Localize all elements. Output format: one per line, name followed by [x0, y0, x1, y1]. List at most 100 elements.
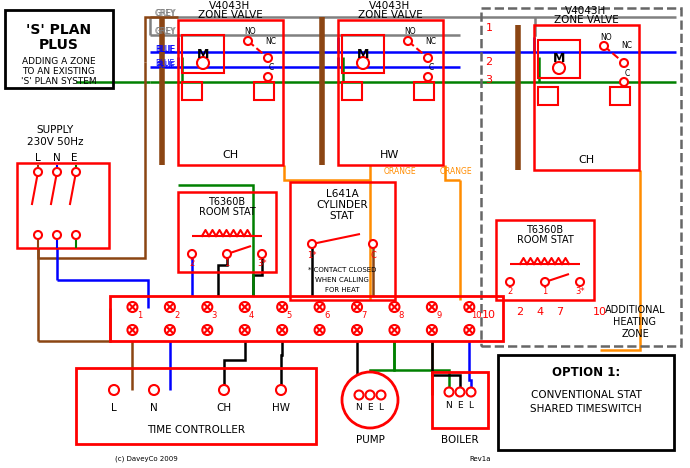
Circle shape	[389, 325, 400, 335]
Text: T6360B: T6360B	[208, 197, 246, 207]
Bar	[496, 220, 594, 300]
Circle shape	[239, 302, 250, 312]
Bar	[290, 182, 395, 300]
Text: E: E	[71, 153, 77, 163]
Text: HW: HW	[272, 403, 290, 413]
Text: ZONE VALVE: ZONE VALVE	[553, 15, 618, 25]
Bar	[342, 82, 362, 100]
Circle shape	[308, 240, 316, 248]
Circle shape	[258, 250, 266, 258]
Text: C: C	[428, 64, 433, 73]
Bar	[17, 163, 109, 248]
Text: PLUS: PLUS	[39, 38, 79, 52]
Text: NC: NC	[266, 37, 277, 45]
Text: BLUE: BLUE	[156, 61, 175, 71]
Bar	[178, 192, 276, 272]
Bar	[538, 87, 558, 105]
Text: 1: 1	[224, 259, 230, 269]
Text: 6: 6	[324, 312, 329, 321]
Circle shape	[128, 325, 137, 335]
Text: SHARED TIMESWITCH: SHARED TIMESWITCH	[530, 404, 642, 414]
Text: GREY: GREY	[156, 28, 177, 37]
Text: BOILER: BOILER	[441, 435, 479, 445]
Text: GREY: GREY	[156, 9, 177, 19]
Text: GREY: GREY	[155, 9, 176, 19]
Circle shape	[109, 385, 119, 395]
Bar	[534, 25, 639, 170]
Circle shape	[355, 390, 364, 400]
Text: 1: 1	[137, 312, 142, 321]
Circle shape	[369, 240, 377, 248]
Bar	[182, 35, 224, 73]
Circle shape	[53, 231, 61, 239]
Circle shape	[424, 54, 432, 62]
Circle shape	[276, 385, 286, 395]
Text: M: M	[197, 47, 209, 60]
Bar	[481, 8, 681, 346]
Circle shape	[541, 278, 549, 286]
Text: 2: 2	[189, 259, 195, 269]
Circle shape	[165, 302, 175, 312]
Text: C: C	[370, 250, 376, 259]
Circle shape	[506, 278, 514, 286]
Text: 4: 4	[536, 307, 544, 317]
Text: ORANGE: ORANGE	[384, 167, 416, 176]
Text: PUMP: PUMP	[355, 435, 384, 445]
Text: CH: CH	[217, 403, 232, 413]
Circle shape	[264, 54, 272, 62]
Circle shape	[352, 302, 362, 312]
Text: T6360B: T6360B	[526, 225, 564, 235]
Circle shape	[128, 302, 137, 312]
Text: NC: NC	[622, 42, 633, 51]
Circle shape	[34, 168, 42, 176]
Circle shape	[72, 231, 80, 239]
Text: ADDING A ZONE: ADDING A ZONE	[22, 58, 96, 66]
Text: 2: 2	[516, 307, 524, 317]
Circle shape	[244, 37, 252, 45]
Text: M: M	[553, 52, 565, 66]
Text: M: M	[357, 47, 369, 60]
Text: BLUE: BLUE	[156, 45, 175, 54]
Text: ZONE VALVE: ZONE VALVE	[357, 10, 422, 20]
Circle shape	[424, 73, 432, 81]
Text: STAT: STAT	[330, 211, 355, 221]
Text: L: L	[35, 153, 41, 163]
Circle shape	[444, 388, 453, 396]
Circle shape	[149, 385, 159, 395]
Text: GREY: GREY	[155, 28, 176, 37]
Circle shape	[239, 325, 250, 335]
Text: WHEN CALLING: WHEN CALLING	[315, 277, 369, 283]
Text: L: L	[379, 403, 384, 412]
Circle shape	[165, 325, 175, 335]
Circle shape	[202, 302, 213, 312]
Text: 7: 7	[362, 312, 366, 321]
Text: NO: NO	[404, 28, 416, 37]
Circle shape	[377, 390, 386, 400]
Text: 3*: 3*	[257, 259, 267, 269]
Text: 9: 9	[436, 312, 442, 321]
Circle shape	[72, 168, 80, 176]
Circle shape	[277, 302, 287, 312]
Text: V4043H: V4043H	[369, 1, 411, 11]
Text: TO AN EXISTING: TO AN EXISTING	[23, 67, 95, 76]
Text: 'S' PLAN: 'S' PLAN	[26, 23, 92, 37]
Bar	[342, 35, 384, 73]
Circle shape	[389, 302, 400, 312]
Text: L641A: L641A	[326, 189, 358, 199]
Bar	[538, 40, 580, 78]
Circle shape	[404, 37, 412, 45]
Bar	[5, 10, 113, 88]
Text: (c) DaveyCo 2009: (c) DaveyCo 2009	[115, 456, 178, 462]
Text: BLUE: BLUE	[155, 45, 175, 54]
Text: FOR HEAT: FOR HEAT	[325, 287, 359, 293]
Circle shape	[466, 388, 475, 396]
Circle shape	[197, 57, 209, 69]
Text: N: N	[53, 153, 61, 163]
Text: 10: 10	[593, 307, 607, 317]
Text: BLUE: BLUE	[155, 59, 175, 68]
Text: 4: 4	[249, 312, 255, 321]
Text: 7: 7	[556, 307, 564, 317]
Circle shape	[315, 302, 324, 312]
Circle shape	[357, 57, 369, 69]
Bar	[182, 82, 202, 100]
